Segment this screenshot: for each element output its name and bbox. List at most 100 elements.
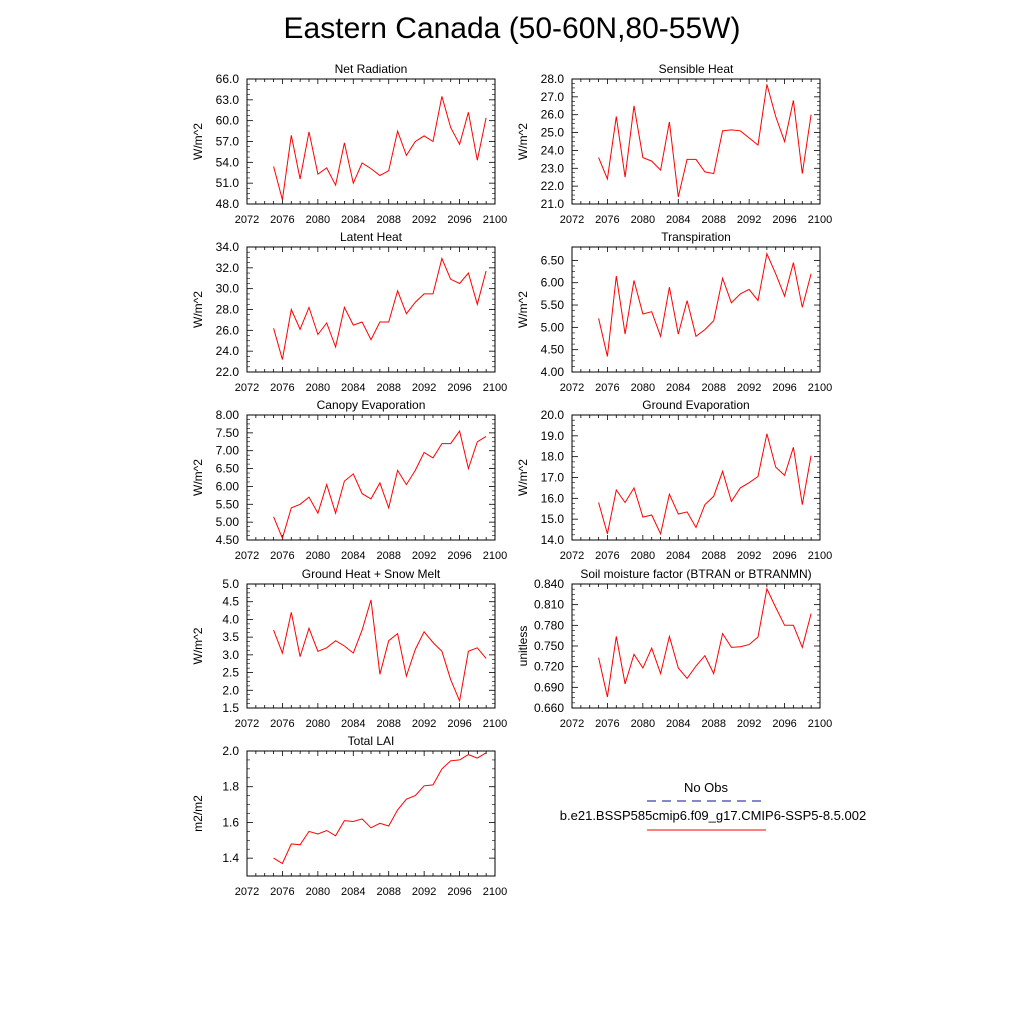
x-tick-label: 2100 <box>808 214 832 226</box>
x-tick-label: 2072 <box>560 214 584 226</box>
x-tick-label: 2088 <box>376 382 400 394</box>
y-tick-label: 32.0 <box>216 261 240 275</box>
y-tick-label: 5.0 <box>222 577 239 591</box>
x-tick-label: 2076 <box>595 382 619 394</box>
chart-panel-3: Latent Heat W/m^2 2072 2076 2080 2084 2088 2092… <box>191 230 507 394</box>
series-line <box>273 752 487 865</box>
y-tick-label: 21.0 <box>541 197 565 211</box>
x-tick-label: 2088 <box>376 718 400 730</box>
x-tick-label: 2084 <box>341 214 365 226</box>
y-tick-label: 15.0 <box>541 512 565 526</box>
y-axis-label: unitless <box>516 626 530 667</box>
y-tick-label: 25.0 <box>541 126 565 140</box>
x-tick-label: 2072 <box>235 718 259 730</box>
panel-title: Total LAI <box>348 734 395 748</box>
y-tick-label: 20.0 <box>541 408 565 422</box>
y-tick-label: 17.0 <box>541 471 565 485</box>
x-tick-label: 2076 <box>270 382 294 394</box>
y-tick-label: 30.0 <box>216 282 240 296</box>
x-tick-label: 2088 <box>376 550 400 562</box>
x-tick-label: 2092 <box>737 214 761 226</box>
legend-obs-label: No Obs <box>684 780 729 795</box>
y-tick-label: 54.0 <box>216 155 240 169</box>
x-tick-label: 2100 <box>483 718 507 730</box>
y-tick-label: 5.00 <box>216 515 240 529</box>
y-tick-label: 0.750 <box>534 639 564 653</box>
x-tick-label: 2084 <box>341 550 365 562</box>
y-tick-label: 26.0 <box>216 323 240 337</box>
x-tick-label: 2084 <box>666 718 690 730</box>
panel-title: Ground Heat + Snow Melt <box>302 567 441 581</box>
x-tick-label: 2072 <box>235 886 259 898</box>
y-tick-label: 2.0 <box>222 683 239 697</box>
plot-frame <box>246 750 496 877</box>
y-axis-label: W/m^2 <box>516 291 530 328</box>
x-tick-label: 2076 <box>595 718 619 730</box>
y-tick-label: 6.50 <box>541 253 565 267</box>
y-tick-label: 1.4 <box>222 851 239 865</box>
x-tick-label: 2088 <box>701 382 725 394</box>
y-tick-label: 51.0 <box>216 176 240 190</box>
x-tick-label: 2096 <box>772 214 796 226</box>
panel-title: Canopy Evaporation <box>317 398 426 412</box>
series-line <box>598 84 812 198</box>
x-tick-label: 2100 <box>483 550 507 562</box>
x-tick-label: 2092 <box>412 718 436 730</box>
x-tick-label: 2100 <box>808 382 832 394</box>
plot-frame <box>571 414 821 541</box>
x-tick-label: 2084 <box>341 718 365 730</box>
x-tick-label: 2080 <box>306 718 330 730</box>
y-tick-label: 34.0 <box>216 240 240 254</box>
x-tick-label: 2096 <box>447 382 471 394</box>
y-tick-label: 0.810 <box>534 598 564 612</box>
y-tick-label: 0.720 <box>534 660 564 674</box>
y-tick-label: 3.0 <box>222 648 239 662</box>
y-tick-label: 1.6 <box>222 815 239 829</box>
x-tick-label: 2080 <box>631 550 655 562</box>
y-axis-label: W/m^2 <box>191 291 205 328</box>
x-tick-label: 2072 <box>235 550 259 562</box>
x-tick-label: 2096 <box>772 550 796 562</box>
y-tick-label: 48.0 <box>216 197 240 211</box>
y-tick-label: 8.00 <box>216 408 240 422</box>
y-tick-label: 0.690 <box>534 680 564 694</box>
x-tick-label: 2080 <box>631 382 655 394</box>
x-tick-label: 2072 <box>560 718 584 730</box>
x-tick-label: 2096 <box>447 718 471 730</box>
x-tick-label: 2096 <box>447 214 471 226</box>
chart-panel-8: Soil moisture factor (BTRAN or BTRANMN) u… <box>516 567 832 730</box>
x-tick-label: 2088 <box>376 886 400 898</box>
x-tick-label: 2088 <box>701 214 725 226</box>
plot-frame <box>571 246 821 373</box>
figure-title: Eastern Canada (50-60N,80-55W) <box>283 12 741 45</box>
y-tick-label: 2.5 <box>222 666 239 680</box>
y-tick-label: 24.0 <box>216 344 240 358</box>
x-tick-label: 2076 <box>270 214 294 226</box>
y-tick-label: 24.0 <box>541 143 565 157</box>
series-line <box>598 587 812 698</box>
y-tick-label: 66.0 <box>216 72 240 86</box>
y-tick-label: 28.0 <box>216 303 240 317</box>
plot-frame <box>571 78 821 205</box>
x-tick-label: 2100 <box>483 214 507 226</box>
series-line <box>598 252 812 357</box>
y-tick-label: 22.0 <box>541 179 565 193</box>
series-line <box>273 599 487 703</box>
y-tick-label: 57.0 <box>216 135 240 149</box>
y-tick-label: 0.780 <box>534 618 564 632</box>
y-tick-label: 5.50 <box>541 298 565 312</box>
x-tick-label: 2072 <box>560 550 584 562</box>
x-tick-label: 2092 <box>737 718 761 730</box>
series-line <box>598 433 812 536</box>
y-tick-label: 5.00 <box>541 320 565 334</box>
y-tick-label: 7.50 <box>216 426 240 440</box>
legend: No Obs b.e21.BSSP585cmip6.f09_g17.CMIP6-… <box>560 780 866 831</box>
x-tick-label: 2100 <box>483 886 507 898</box>
y-tick-label: 6.50 <box>216 462 240 476</box>
y-tick-label: 3.5 <box>222 630 239 644</box>
y-tick-label: 6.00 <box>216 479 240 493</box>
y-tick-label: 4.0 <box>222 612 239 626</box>
y-tick-label: 1.5 <box>222 701 239 715</box>
x-tick-label: 2080 <box>306 382 330 394</box>
x-tick-label: 2092 <box>737 382 761 394</box>
